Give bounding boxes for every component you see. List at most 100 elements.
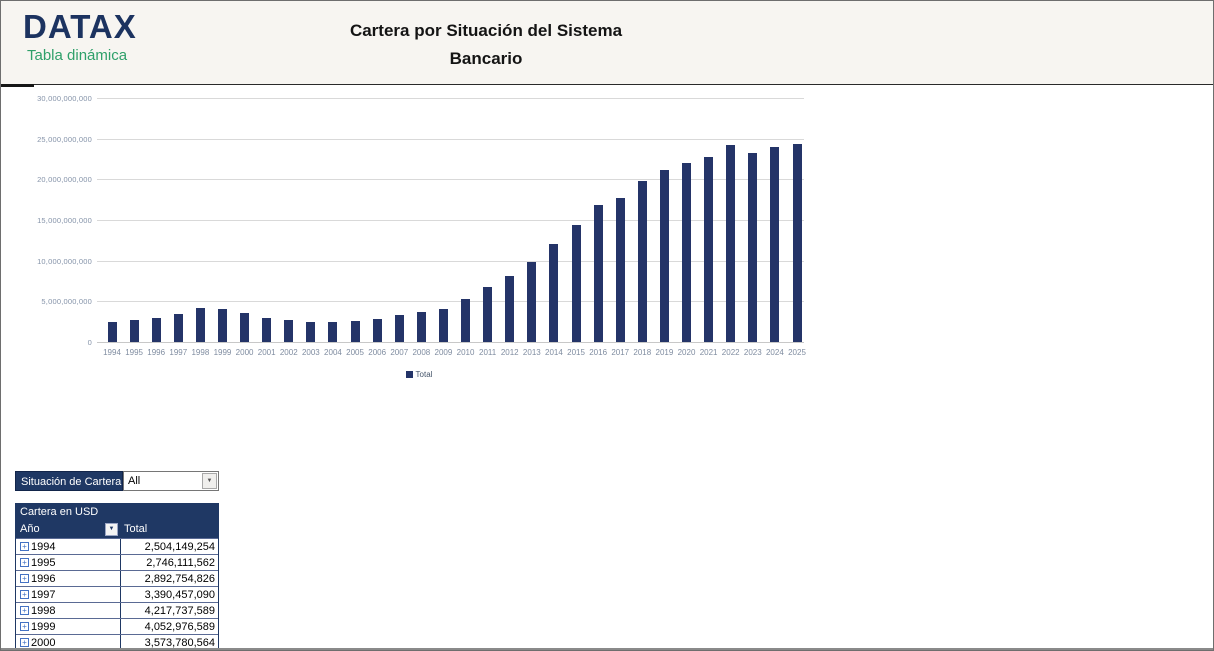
year-cell: +1995 [16,555,121,570]
pivot-row: +1994 2,504,149,254 [16,538,218,554]
pivot-title-empty-cell [121,504,218,521]
bar-2009 [438,308,448,342]
total-cell: 2,504,149,254 [144,541,215,553]
bar-2004 [328,322,338,342]
page-title-line1: Cartera por Situación del Sistema [349,21,623,40]
x-axis-tick-label: 1994 [103,348,121,357]
logo-subtitle: Tabla dinámica [27,47,128,64]
pivot-row: +1999 4,052,976,589 [16,618,218,634]
year-label: 1999 [31,620,56,633]
bar-1994 [107,321,117,342]
total-cell: 4,052,976,589 [144,621,215,633]
expand-button[interactable]: + [20,622,29,631]
chevron-down-icon: ▼ [206,478,213,484]
bar-1998 [195,307,205,342]
x-axis-tick-label: 2025 [788,348,806,357]
year-cell: +1994 [16,539,121,554]
bar-2023 [748,153,758,342]
x-axis-tick-label: 2013 [522,348,541,357]
bar-2008 [416,311,426,342]
bar-2007 [394,315,404,342]
year-label: 2000 [31,636,56,649]
pivot-title-cell: Cartera en USD [20,506,99,518]
year-cell: +1998 [16,603,121,618]
year-cell: +2000 [16,635,121,650]
expand-button[interactable]: + [20,606,29,615]
pivot-title-row: Cartera en USD [16,504,218,521]
bar-1996 [151,318,161,342]
y-axis-tick-label: 30,000,000,000 [37,94,92,103]
x-axis-tick-label: 1999 [213,348,232,357]
page-title: Cartera por Situación del Sistema Bancar… [231,17,741,73]
year-label: 1996 [31,572,56,585]
total-cell: 2,892,754,826 [144,573,215,585]
pivot-table: Cartera en USD Año ▼ Total +1994 2,504,14… [15,503,219,650]
x-axis-tick-label: 2019 [655,348,674,357]
bar-2001 [262,317,272,342]
x-axis-tick-label: 2008 [412,348,431,357]
x-axis-tick-label: 1995 [125,348,143,357]
report-filter: Situación de Cartera All ▼ [15,471,219,491]
x-axis-tick-label: 2022 [721,348,740,357]
total-cell: 2,746,111,562 [146,557,215,569]
y-axis-tick-label: 5,000,000,000 [41,297,92,307]
x-axis-tick-label: 2012 [500,348,519,357]
legend-swatch-icon [405,371,413,378]
gridline [97,260,804,262]
chart-plot-area [97,98,804,343]
year-label: 1994 [31,540,56,553]
x-axis-tick-label: 2016 [589,348,608,357]
bar-2015 [571,224,581,342]
expand-button[interactable]: + [20,638,29,647]
bar-2022 [726,145,736,342]
bar-2025 [792,143,802,342]
x-axis-tick-label: 2021 [699,348,718,357]
bar-2006 [372,318,382,342]
x-axis-tick-label: 2024 [765,348,784,357]
expand-button[interactable]: + [20,574,29,583]
gridline [97,138,804,140]
year-label: 1997 [31,588,56,601]
bar-2017 [615,198,625,342]
expand-button[interactable]: + [20,542,29,551]
bar-2014 [549,244,559,342]
x-axis-tick-label: 2003 [301,348,320,357]
bar-2005 [350,320,360,342]
x-axis-tick-label: 2023 [743,348,762,357]
chart-legend: Total [9,370,829,380]
x-axis-tick-label: 1998 [191,348,210,357]
x-axis-tick-label: 2015 [567,348,585,357]
bar-2011 [483,286,493,342]
y-axis-tick-label: 15,000,000,000 [37,216,92,225]
window-bottom-border [1,648,1213,650]
y-axis-tick-label: 10,000,000,000 [37,256,92,266]
bar-2002 [284,320,294,342]
bar-2000 [240,312,250,342]
filter-dropdown-button[interactable]: ▼ [202,473,217,489]
gridline [97,179,804,181]
x-axis-tick-label: 2017 [611,348,630,357]
expand-button[interactable]: + [20,590,29,599]
bar-2019 [659,169,669,342]
bar-2021 [704,157,714,342]
page-title-line2: Bancario [449,49,523,68]
header-divider-tick [1,84,34,87]
total-cell: 4,217,737,589 [144,605,215,617]
bar-chart: Total 0 5,000,000,000 10,000,000,000 15,000… [9,87,809,387]
y-axis-tick-label: 25,000,000,000 [37,134,92,144]
filter-value-dropdown[interactable]: All ▼ [123,471,219,491]
x-axis-tick-label: 2011 [479,348,497,357]
y-axis-tick-label: 20,000,000,000 [37,175,92,185]
year-label: 1998 [31,604,56,617]
datax-logo: DATAX Tabla dinámica [23,8,137,65]
logo-brand-text: DATAX [23,8,137,45]
x-axis-tick-label: 2005 [346,348,364,357]
filter-label: Situación de Cartera [15,471,123,491]
year-filter-button[interactable]: ▼ [104,523,118,536]
x-axis-tick-label: 2009 [434,348,453,357]
filter-arrow-icon: ▼ [108,526,115,532]
expand-button[interactable]: + [20,558,29,567]
pivot-row: +1998 4,217,737,589 [16,602,218,618]
row-header-cell: Año ▼ [16,521,121,538]
